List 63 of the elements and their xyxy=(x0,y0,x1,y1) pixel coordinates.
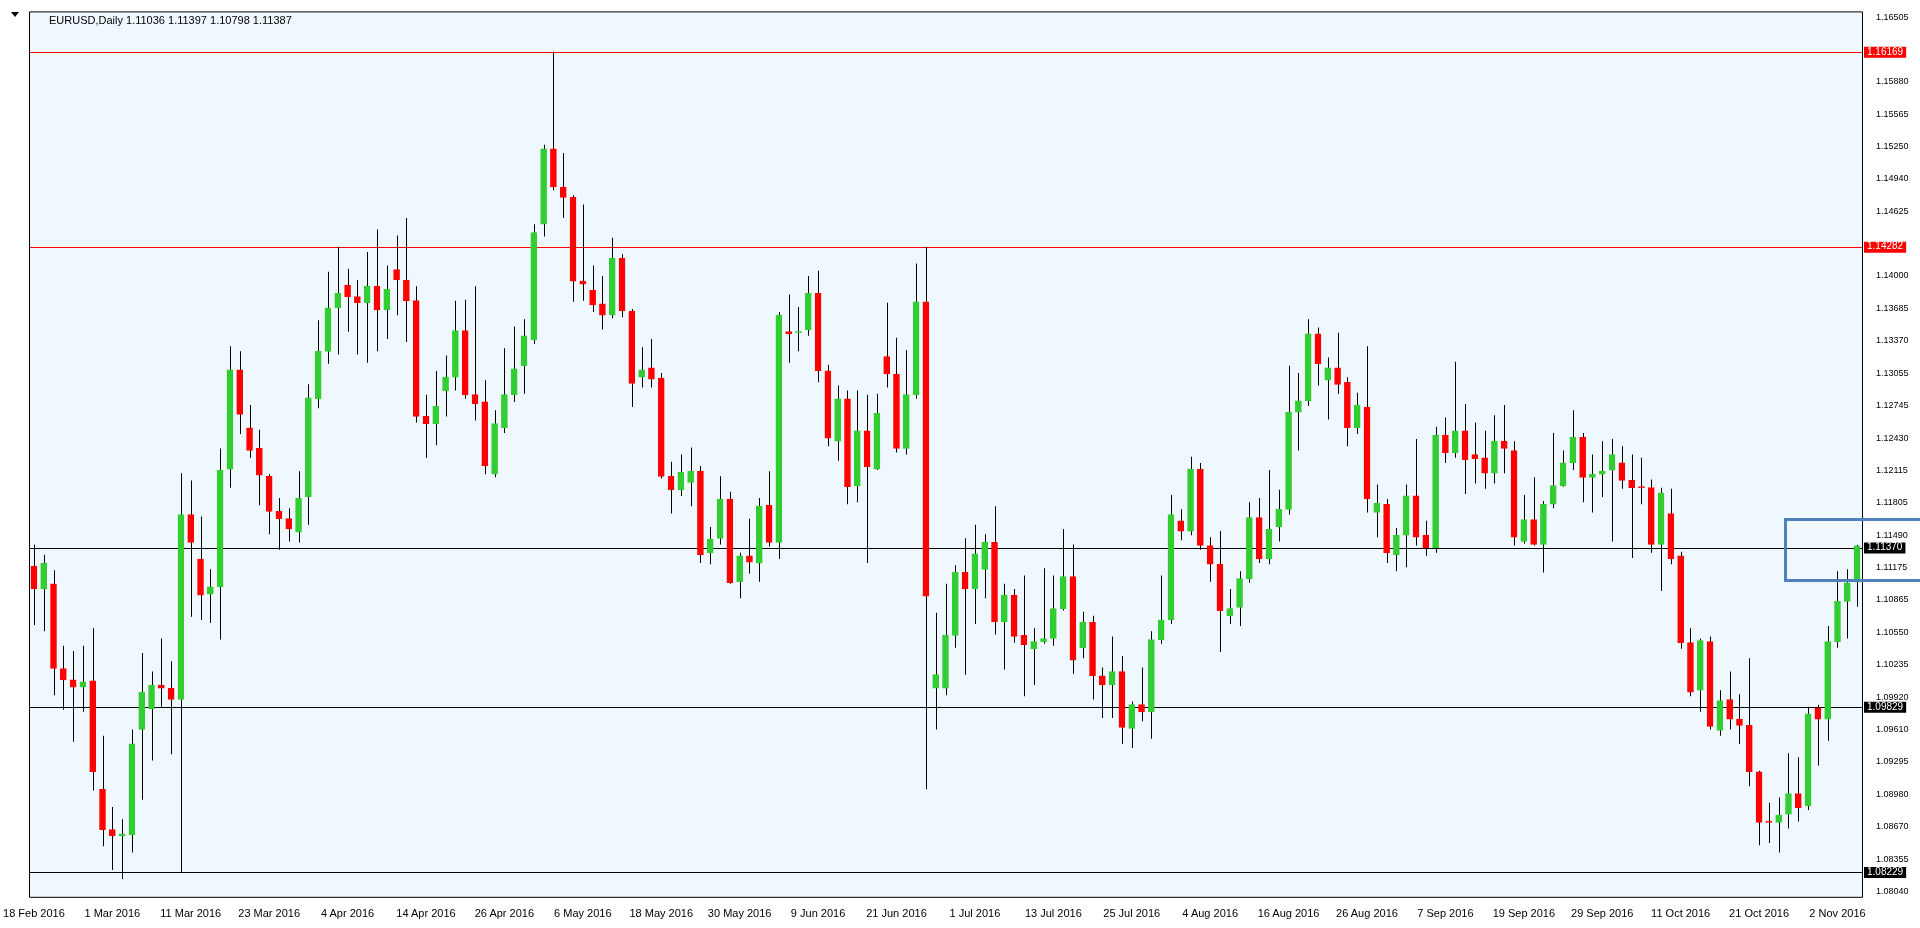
y-tick-label: 1.16505 xyxy=(1876,11,1909,22)
x-tick-label: 16 Aug 2016 xyxy=(1257,907,1320,920)
candlestick xyxy=(1589,454,1596,513)
x-tick-label: 9 Jun 2016 xyxy=(790,907,846,920)
y-tick-label: 1.12430 xyxy=(1876,432,1909,443)
x-tick-label: 25 Jul 2016 xyxy=(1103,907,1161,920)
candlestick xyxy=(795,306,802,352)
x-tick-label: 1 Jul 2016 xyxy=(949,907,1001,920)
y-tick-label: 1.13685 xyxy=(1876,302,1909,313)
y-tick-label: 1.14940 xyxy=(1876,173,1909,184)
candlestick xyxy=(785,294,792,363)
x-tick-label: 18 Feb 2016 xyxy=(3,907,65,920)
y-tick-label: 1.10865 xyxy=(1876,594,1909,605)
ref-line-label: 1.08229 xyxy=(1867,865,1904,877)
y-tick-label: 1.14625 xyxy=(1876,205,1909,216)
y-tick-label: 1.08980 xyxy=(1876,789,1909,799)
ref-line-label: 1.09829 xyxy=(1867,700,1904,712)
y-tick-label: 1.11175 xyxy=(1876,562,1908,573)
y-tick-label: 1.12745 xyxy=(1876,400,1909,411)
y-tick-label: 1.08355 xyxy=(1876,853,1909,864)
y-tick-label: 1.13370 xyxy=(1876,335,1909,346)
x-tick-label: 23 Mar 2016 xyxy=(238,907,301,920)
x-tick-label: 21 Jun 2016 xyxy=(866,907,927,920)
candlestick xyxy=(1471,422,1479,484)
x-tick-label: 6 May 2016 xyxy=(554,907,612,920)
x-tick-label: 13 Jul 2016 xyxy=(1024,907,1082,920)
x-tick-label: 4 Apr 2016 xyxy=(320,907,375,920)
x-tick-label: 18 May 2016 xyxy=(629,907,694,920)
x-tick-label: 1 Mar 2016 xyxy=(84,907,141,920)
x-tick-label: 29 Sep 2016 xyxy=(1571,907,1634,920)
x-tick-label: 26 Aug 2016 xyxy=(1336,907,1398,920)
x-tick-label: 21 Oct 2016 xyxy=(1729,907,1790,920)
x-tick-label: 11 Oct 2016 xyxy=(1651,907,1711,920)
y-tick-label: 1.15565 xyxy=(1876,108,1909,119)
chart-title: EURUSD,Daily 1.11036 1.11397 1.10798 1.11387 xyxy=(49,14,292,27)
x-tick-label: 4 Aug 2016 xyxy=(1182,907,1238,920)
y-tick-label: 1.14000 xyxy=(1876,270,1909,281)
candlestick xyxy=(354,280,361,355)
x-tick-label: 7 Sep 2016 xyxy=(1417,907,1474,920)
candlestick xyxy=(1040,568,1047,644)
ref-line-label: 1.14282 xyxy=(1867,240,1904,252)
ref-line-label: 1.16169 xyxy=(1867,45,1904,57)
x-tick-label: 11 Mar 2016 xyxy=(160,907,222,920)
y-tick-label: 1.10235 xyxy=(1876,659,1909,670)
y-tick-label: 1.08040 xyxy=(1876,886,1909,897)
ref-line-label: 1.11370 xyxy=(1867,541,1903,553)
y-tick-label: 1.10550 xyxy=(1876,626,1909,637)
x-tick-label: 14 Apr 2016 xyxy=(396,907,456,920)
y-tick-label: 1.09295 xyxy=(1876,756,1909,767)
y-tick-label: 1.09610 xyxy=(1876,723,1909,734)
y-tick-label: 1.11805 xyxy=(1876,497,1908,508)
y-tick-label: 1.11490 xyxy=(1876,529,1908,540)
y-tick-label: 1.12115 xyxy=(1876,465,1908,476)
x-tick-label: 26 Apr 2016 xyxy=(474,907,535,920)
y-tick-label: 1.08670 xyxy=(1876,821,1909,832)
x-tick-label: 30 May 2016 xyxy=(707,907,772,920)
y-tick-label: 1.15880 xyxy=(1876,76,1909,87)
y-tick-label: 1.15250 xyxy=(1876,141,1909,152)
candlestick xyxy=(1598,441,1606,497)
y-tick-label: 1.13055 xyxy=(1876,368,1909,378)
x-tick-label: 2 Nov 2016 xyxy=(1809,907,1866,920)
y-tick-label: 1.09920 xyxy=(1876,691,1909,702)
x-tick-label: 19 Sep 2016 xyxy=(1492,907,1556,920)
